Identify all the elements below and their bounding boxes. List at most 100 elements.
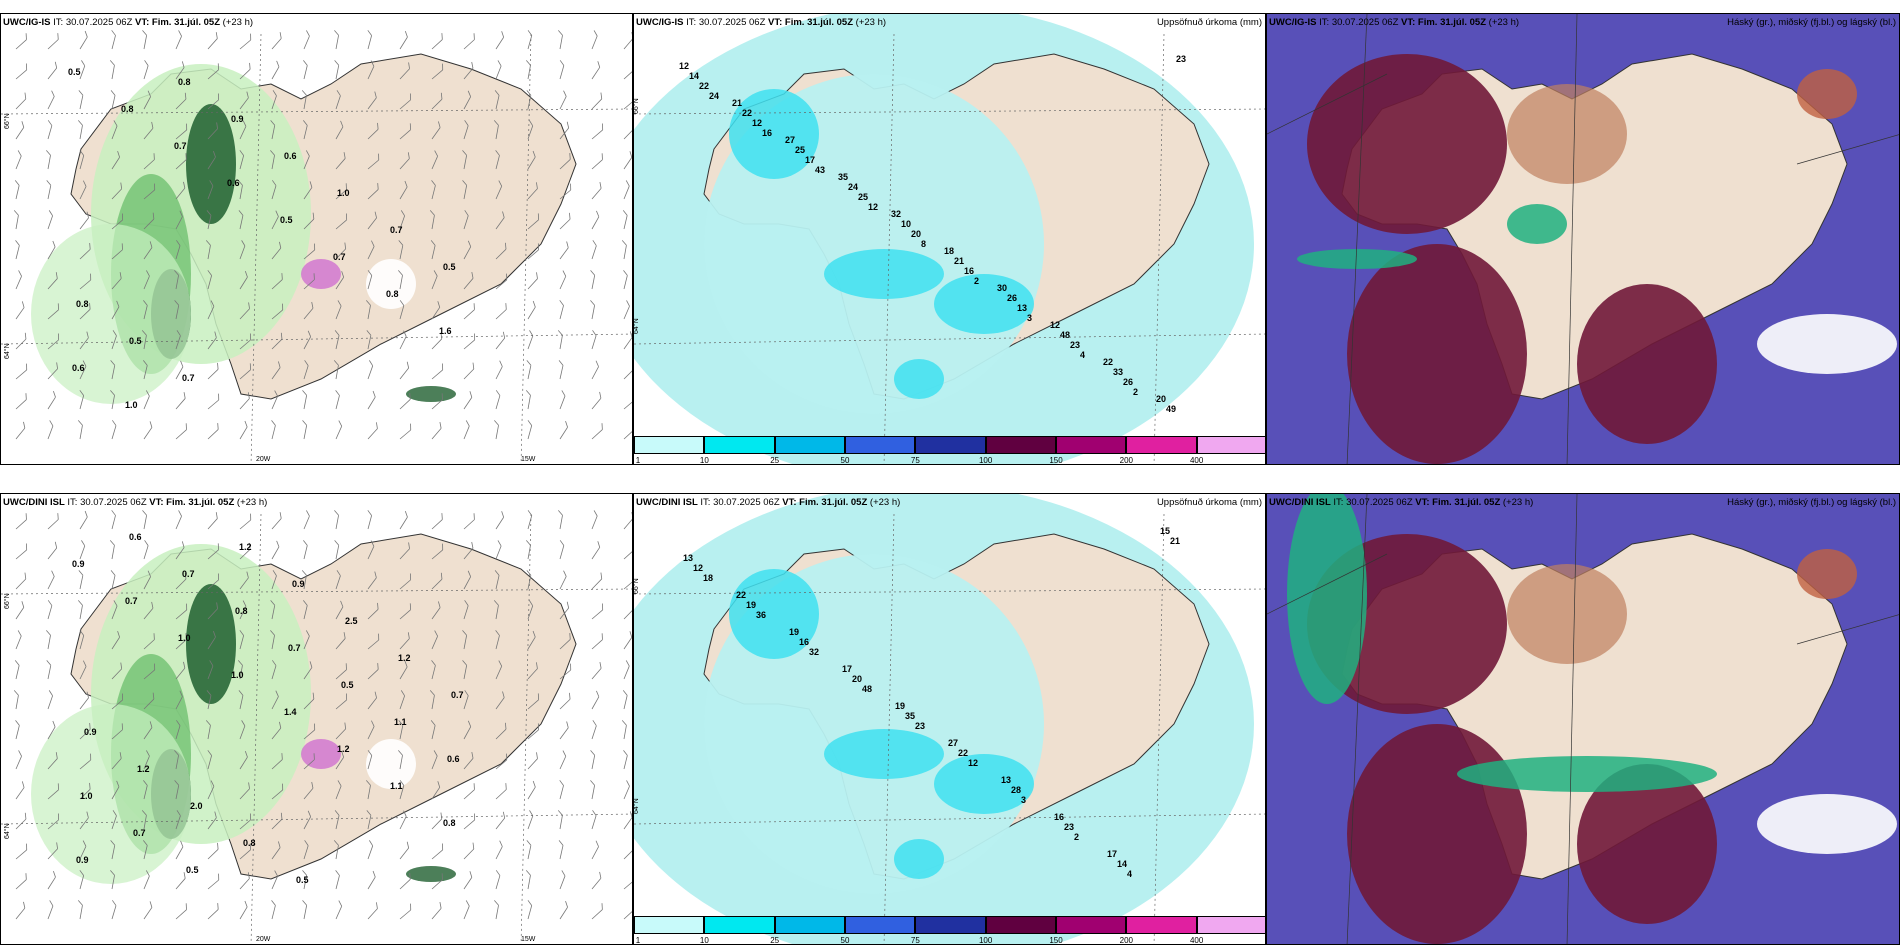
wind-barb — [207, 300, 215, 320]
wind-barb — [525, 540, 531, 560]
wind-barb — [431, 150, 438, 170]
wind-barb — [111, 182, 123, 200]
wind-barb — [463, 420, 470, 440]
wind-barb — [335, 780, 342, 800]
wind-barb — [399, 393, 411, 410]
wind-barb — [399, 690, 406, 710]
wind-barb — [143, 570, 151, 590]
wind-barb — [495, 331, 506, 350]
wind-barb — [623, 879, 632, 890]
wind-barb — [47, 570, 55, 590]
wind-barb — [367, 422, 378, 440]
wind-barb — [47, 33, 59, 50]
wind-barb — [399, 180, 408, 200]
wind-barb — [15, 33, 27, 50]
wind-barb — [495, 273, 508, 290]
wind-barb — [79, 150, 85, 170]
wind-barb — [430, 240, 436, 260]
wind-barb — [590, 750, 596, 770]
wind-barb — [367, 510, 372, 530]
wind-barb — [367, 571, 377, 590]
wind-barb — [271, 90, 277, 110]
data-value-label: 25 — [795, 145, 805, 155]
longitude-line — [883, 33, 895, 464]
colorbar-segment — [1126, 436, 1197, 454]
colorbar-label: 400 — [1189, 456, 1204, 465]
wind-barb — [207, 811, 217, 830]
wind-barb — [399, 780, 405, 800]
wind-barb — [463, 570, 472, 590]
wind-barb — [175, 240, 181, 260]
wind-barb — [367, 270, 373, 290]
high-cloud-area — [1307, 54, 1507, 234]
wind-barb — [303, 600, 308, 620]
wind-barb — [111, 810, 117, 830]
wind-map: 0.5 0.8 0.7 0.6 0.5 0.7 0.8 1.6 0.6 1.0 0.8 0.9 0.6 1… — [1, 14, 632, 464]
data-value-label: 0.6 — [284, 151, 297, 161]
wind-barb — [79, 180, 87, 200]
precip-area — [301, 259, 341, 289]
wind-barb — [495, 660, 503, 680]
data-value-label: 24 — [709, 91, 719, 101]
wind-barb — [47, 870, 56, 890]
wind-barb — [623, 780, 630, 800]
wind-barb — [271, 900, 276, 920]
wind-barb — [270, 630, 275, 650]
wind-barb — [13, 690, 19, 710]
wind-barb — [270, 120, 276, 140]
wind-barb — [271, 390, 278, 410]
data-value-label: 16 — [964, 266, 974, 276]
wind-barb — [463, 842, 475, 860]
wind-barb — [591, 690, 600, 710]
wind-barb — [591, 330, 597, 350]
wind-barb — [302, 900, 308, 920]
data-value-label: 12 — [1050, 320, 1060, 330]
data-value-label: 0.8 — [235, 606, 248, 616]
precip-area — [729, 569, 819, 659]
precip-map: 1221273532183012222014222524102126483349… — [634, 14, 1265, 464]
wind-barb — [559, 721, 569, 740]
wind-barb — [142, 510, 148, 530]
wind-barb — [623, 579, 632, 590]
wind-barb — [495, 840, 503, 860]
wind-barb — [175, 541, 185, 560]
wind-barb — [334, 510, 339, 530]
data-value-label: 1.2 — [398, 653, 411, 663]
wind-barb — [431, 513, 443, 530]
cloud-map — [1267, 494, 1899, 944]
clear-sky-area — [1757, 794, 1897, 854]
wind-barb — [431, 301, 441, 320]
data-value-label: 22 — [1103, 357, 1113, 367]
wind-barb — [431, 63, 444, 80]
wind-barb — [175, 360, 184, 380]
wind-barb — [335, 751, 345, 770]
wind-barb — [143, 780, 148, 800]
wind-barb — [367, 540, 375, 560]
wind-barb — [143, 870, 150, 890]
wind-barb — [431, 332, 443, 350]
wind-barb — [301, 90, 307, 110]
wind-barb — [591, 123, 604, 140]
wind-barb — [239, 120, 247, 140]
wind-barb — [303, 301, 314, 320]
wind-barb — [47, 362, 58, 380]
wind-barb — [15, 332, 27, 350]
wind-barb — [398, 240, 404, 260]
data-value-label: 48 — [1060, 330, 1070, 340]
wind-barb — [111, 120, 118, 140]
colorbar-label: 100 — [978, 936, 993, 945]
wind-barb — [143, 750, 150, 770]
wind-barb — [431, 812, 443, 830]
wind-barb — [47, 210, 53, 230]
wind-barb — [47, 513, 59, 530]
wind-barb — [495, 150, 500, 170]
panel-title: Uppsöfnuð úrkoma (mm) — [1156, 497, 1262, 508]
wind-barb — [590, 300, 595, 320]
wind-barb — [47, 541, 58, 560]
data-value-label: 0.7 — [125, 596, 138, 606]
longitude-line — [250, 33, 262, 464]
wind-barb — [429, 210, 435, 230]
wind-barb — [623, 69, 632, 80]
wind-barb — [399, 510, 408, 530]
wind-barb — [271, 210, 279, 230]
